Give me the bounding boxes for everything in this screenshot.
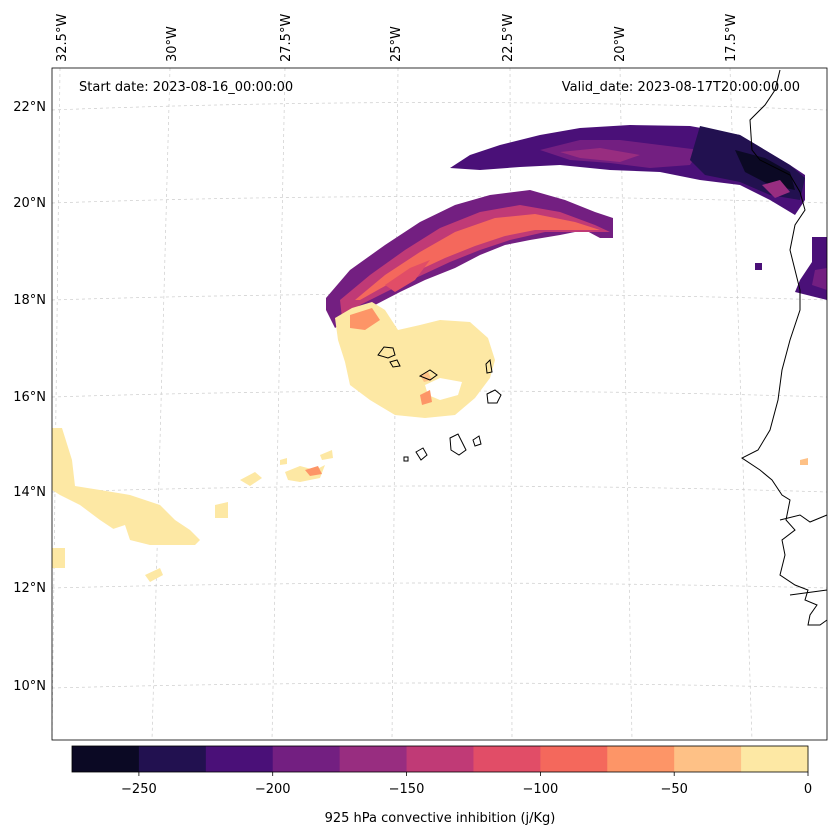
valid-date-label: Valid_date: 2023-08-17T20:00:00.00 <box>562 80 800 95</box>
colorbar-segment <box>406 746 474 772</box>
cin-west-region <box>52 428 200 545</box>
colorbar-segment <box>138 746 207 772</box>
lon-label: 25°W <box>389 26 404 62</box>
lon-label: 27.5°W <box>279 14 294 62</box>
colorbar-segment <box>72 746 140 772</box>
colorbar-segment <box>741 746 809 772</box>
lat-label: 20°N <box>13 196 46 211</box>
colorbar-tick-labels: −250 −200 −150 −100 −50 0 <box>121 782 812 797</box>
lat-label: 16°N <box>13 390 46 405</box>
colorbar-segment <box>607 746 675 772</box>
lat-label: 12°N <box>13 581 46 596</box>
colorbar-frame <box>71 745 809 773</box>
lat-label: 10°N <box>13 679 46 694</box>
lon-label: 22.5°W <box>501 14 516 62</box>
colorbar-segment <box>205 746 274 772</box>
colorbar-tick-label: −100 <box>523 782 559 797</box>
colorbar-tick-label: −250 <box>121 782 157 797</box>
colorbar-segment <box>540 746 608 772</box>
lat-label: 22°N <box>13 100 46 115</box>
colorbar <box>72 746 809 772</box>
longitude-labels: 32.5°W 30°W 27.5°W 25°W 22.5°W 20°W 17.5… <box>55 14 739 62</box>
colorbar-tick-label: −150 <box>389 782 425 797</box>
lat-label: 18°N <box>13 293 46 308</box>
colorbar-ticks <box>138 772 809 776</box>
lon-label: 30°W <box>165 26 180 62</box>
latitude-labels: 22°N 20°N 18°N 16°N 14°N 12°N 10°N <box>13 100 46 694</box>
colorbar-tick-label: 0 <box>804 782 812 797</box>
colorbar-segment <box>674 746 742 772</box>
lon-label: 32.5°W <box>55 14 70 62</box>
map-frame <box>51 67 828 741</box>
colorbar-tick-label: −50 <box>660 782 687 797</box>
lon-label: 20°W <box>613 26 628 62</box>
colorbar-tick-label: −200 <box>255 782 291 797</box>
colorbar-segment <box>272 746 341 772</box>
cin-contours <box>52 125 827 582</box>
colorbar-title: 925 hPa convective inhibition (j/Kg) <box>325 811 556 826</box>
start-date-label: Start date: 2023-08-16_00:00:00 <box>79 80 293 95</box>
lat-label: 14°N <box>13 485 46 500</box>
colorbar-segment <box>473 746 541 772</box>
coastlines <box>377 69 828 626</box>
colorbar-segment <box>339 746 408 772</box>
lon-label: 17.5°W <box>724 14 739 62</box>
